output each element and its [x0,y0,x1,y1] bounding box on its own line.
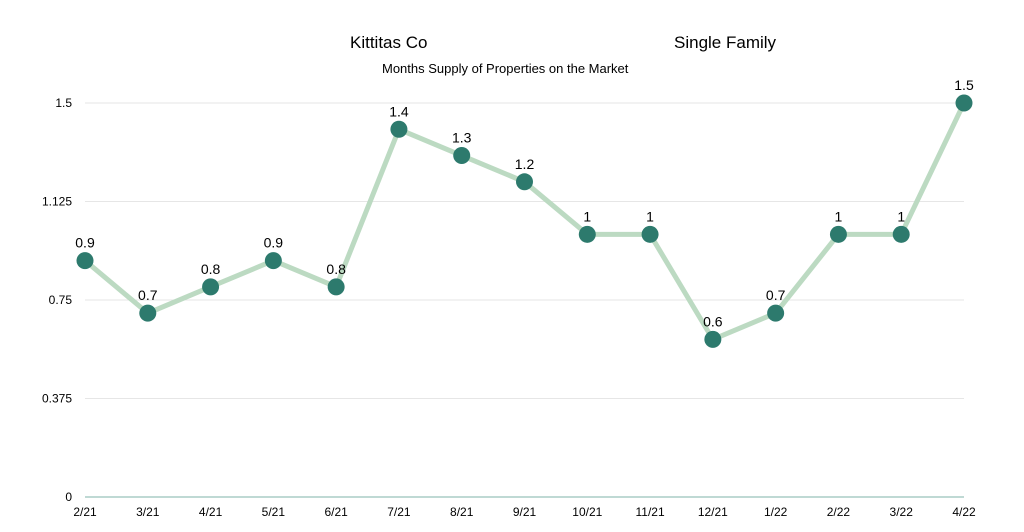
data-point [578,225,596,243]
data-point [139,304,157,322]
data-point [453,147,471,165]
x-tick-label: 3/22 [890,505,914,519]
data-label: 1.5 [954,77,974,93]
data-label: 1 [583,208,591,224]
data-point [327,278,345,296]
data-label: 1 [835,208,843,224]
data-point [767,304,785,322]
series-line [83,101,967,342]
x-tick-label: 7/21 [387,505,411,519]
data-point [704,330,722,348]
x-tick-label: 1/22 [764,505,788,519]
x-tick-label: 4/22 [952,505,976,519]
data-label: 0.9 [264,235,284,251]
x-tick-label: 2/22 [827,505,851,519]
y-tick-label: 1.125 [42,195,72,209]
chart-title-county: Kittitas Co [350,33,428,52]
data-label: 1 [646,208,654,224]
data-label: 0.8 [201,261,221,277]
x-tick-label: 3/21 [136,505,160,519]
y-tick-label: 0 [65,490,72,504]
data-label: 0.6 [703,313,723,329]
data-label: 1.3 [452,130,472,146]
x-tick-label: 10/21 [572,505,602,519]
data-point [76,252,94,270]
data-point [202,278,220,296]
data-label: 0.8 [326,261,346,277]
chart-title-property-type: Single Family [674,33,777,52]
data-point [264,252,282,270]
data-label: 1.4 [389,103,409,119]
y-tick-label: 0.75 [49,293,73,307]
y-tick-label: 0.375 [42,392,72,406]
x-tick-label: 6/21 [324,505,348,519]
x-tick-label: 8/21 [450,505,474,519]
x-tick-label: 5/21 [262,505,286,519]
data-point [829,225,847,243]
data-point [390,120,408,138]
data-label: 0.7 [766,287,786,303]
data-label: 0.9 [75,235,95,251]
data-point [955,94,973,112]
x-tick-label: 11/21 [636,505,665,519]
chart-subtitle: Months Supply of Properties on the Marke… [382,61,629,76]
x-tick-label: 9/21 [513,505,537,519]
x-tick-label: 12/21 [698,505,728,519]
data-label: 1.2 [515,156,535,172]
data-point [641,225,659,243]
y-tick-label: 1.5 [55,96,72,110]
x-tick-label: 2/21 [73,505,97,519]
data-point [892,225,910,243]
data-label: 1 [897,208,905,224]
data-point [516,173,533,191]
x-tick-label: 4/21 [199,505,223,519]
data-label: 0.7 [138,287,158,303]
